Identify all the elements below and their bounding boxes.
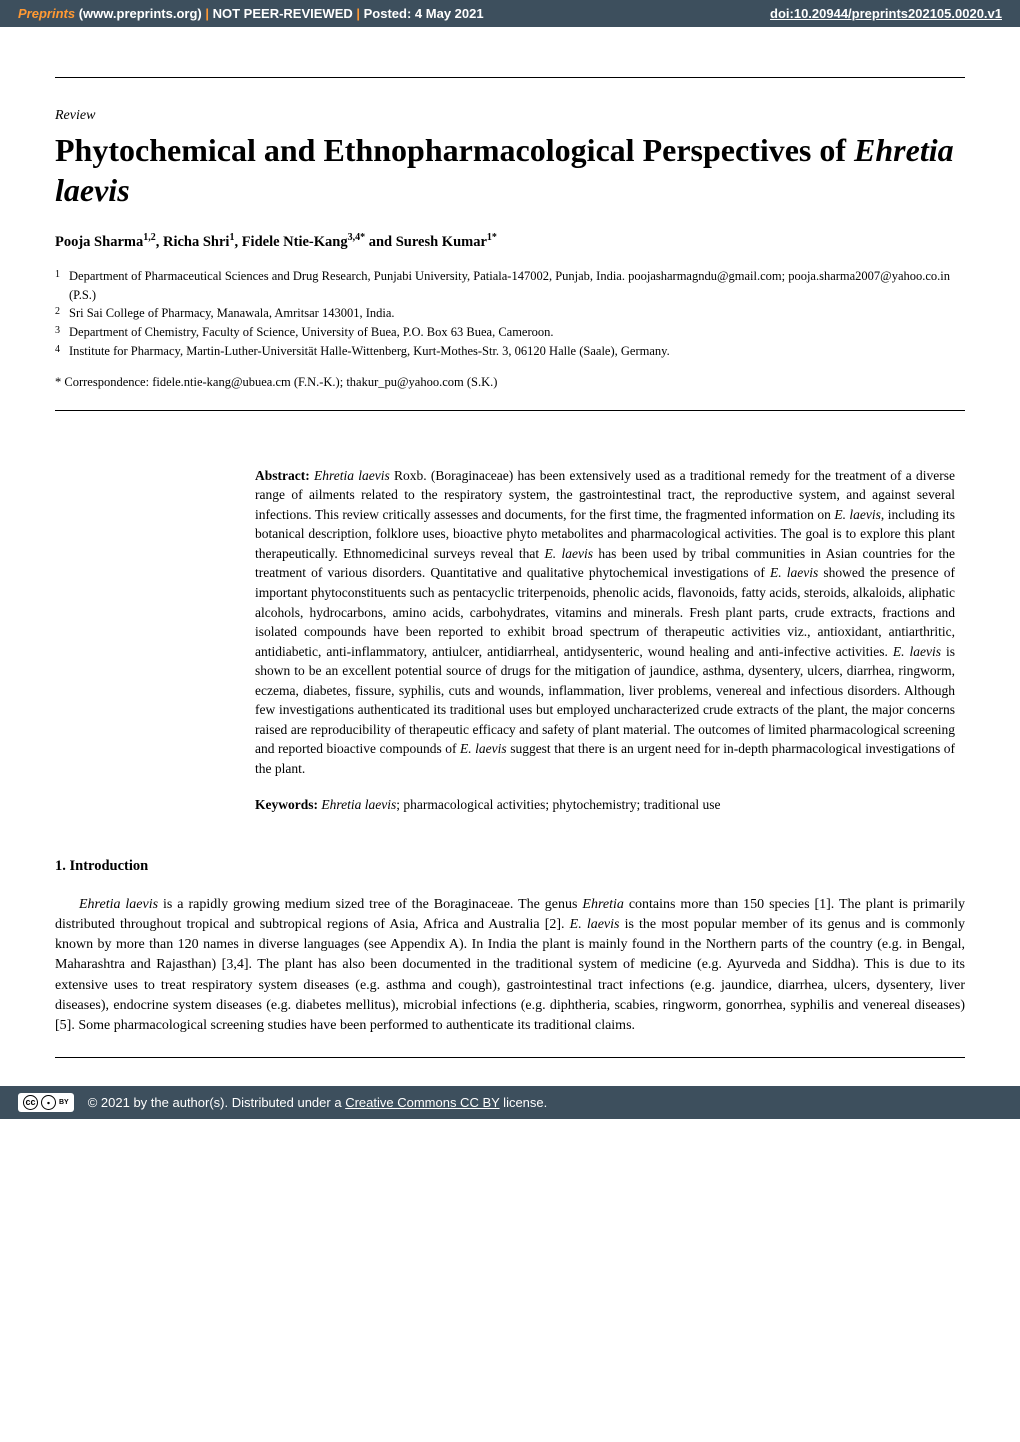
intro-sp2: Ehretia (582, 897, 623, 912)
header-left: Preprints (www.preprints.org) | NOT PEER… (18, 6, 484, 21)
article-title: Phytochemical and Ethnopharmacological P… (55, 130, 965, 210)
affil-text-3: Department of Chemistry, Faculty of Scie… (69, 323, 965, 342)
affil-text-2: Sri Sai College of Pharmacy, Manawala, A… (69, 304, 965, 323)
site-label: Preprints (18, 6, 75, 21)
affil-text-1: Department of Pharmaceutical Sciences an… (69, 267, 965, 305)
affil-num-2: 2 (55, 304, 69, 323)
by-text: BY (59, 1099, 69, 1106)
keywords-label: Keywords: (255, 797, 321, 812)
abstract-sp6: E. laevis (460, 741, 507, 756)
author-1: Pooja Sharma (55, 234, 143, 250)
footer-suffix: license. (500, 1095, 548, 1110)
keywords: Keywords: Ehretia laevis; pharmacologica… (255, 797, 955, 813)
author-4-pre: and Suresh Kumar (365, 234, 487, 250)
authors-line: Pooja Sharma1,2, Richa Shri1, Fidele Nti… (55, 232, 965, 251)
page-content: Review Phytochemical and Ethnopharmacolo… (0, 27, 1020, 1058)
peer-review-status: NOT PEER-REVIEWED (213, 6, 353, 21)
author-3-pre: , Fidele Ntie-Kang (234, 234, 347, 250)
abstract-sp5: E. laevis (893, 644, 941, 659)
abstract: Abstract: Ehretia laevis Roxb. (Boragina… (255, 466, 955, 779)
intro-sp1: Ehretia laevis (79, 897, 158, 912)
intro-t1: is a rapidly growing medium sized tree o… (158, 897, 582, 912)
abstract-t5: is shown to be an excellent potential so… (255, 644, 955, 757)
affiliation-4: 4 Institute for Pharmacy, Martin-Luther-… (55, 342, 965, 361)
author-4-affil: 1* (487, 232, 497, 243)
posted-date: Posted: 4 May 2021 (364, 6, 484, 21)
affil-num-4: 4 (55, 342, 69, 361)
header-sep-2: | (356, 6, 360, 21)
affiliation-2: 2 Sri Sai College of Pharmacy, Manawala,… (55, 304, 965, 323)
correspondence: * Correspondence: fidele.ntie-kang@ubuea… (55, 375, 965, 390)
abstract-sp1: Ehretia laevis (314, 468, 390, 483)
keywords-species: Ehretia laevis (321, 797, 396, 812)
abstract-sp4: E. laevis (770, 565, 818, 580)
intro-sp3: E. laevis (570, 917, 620, 932)
title-text: Phytochemical and Ethnopharmacological P… (55, 132, 854, 168)
by-icon: 🞄 (41, 1095, 56, 1110)
footer-bar: cc 🞄 BY © 2021 by the author(s). Distrib… (0, 1086, 1020, 1119)
intro-paragraph: Ehretia laevis is a rapidly growing medi… (55, 895, 965, 1037)
bottom-rule (55, 1057, 965, 1058)
author-2-pre: , Richa Shri (156, 234, 230, 250)
affil-text-4: Institute for Pharmacy, Martin-Luther-Un… (69, 342, 965, 361)
footer-copyright: © 2021 by the author(s). Distributed und… (88, 1095, 345, 1110)
cc-by-badge-icon: cc 🞄 BY (18, 1093, 74, 1112)
top-rule (55, 77, 965, 78)
affil-num-1: 1 (55, 267, 69, 305)
mid-rule (55, 410, 965, 411)
doi-link[interactable]: doi:10.20944/preprints202105.0020.v1 (770, 6, 1002, 21)
abstract-sp2: E. laevis (834, 507, 881, 522)
abstract-sp3: E. laevis (545, 546, 593, 561)
site-url: (www.preprints.org) (79, 6, 202, 21)
section-1-heading: 1. Introduction (55, 858, 965, 875)
cc-icon: cc (23, 1095, 38, 1110)
author-3-affil: 3,4* (348, 232, 366, 243)
intro-t3: is the most popular member of its genus … (55, 917, 965, 1033)
header-sep-1: | (205, 6, 209, 21)
abstract-label: Abstract: (255, 468, 314, 483)
author-1-affil: 1,2 (143, 232, 156, 243)
cc-license-link[interactable]: Creative Commons CC BY (345, 1095, 499, 1110)
preprint-header-bar: Preprints (www.preprints.org) | NOT PEER… (0, 0, 1020, 27)
affiliations-block: 1 Department of Pharmaceutical Sciences … (55, 267, 965, 361)
affiliation-1: 1 Department of Pharmaceutical Sciences … (55, 267, 965, 305)
footer-text: © 2021 by the author(s). Distributed und… (88, 1095, 548, 1110)
affil-num-3: 3 (55, 323, 69, 342)
article-type: Review (55, 108, 965, 124)
keywords-text: ; pharmacological activities; phytochemi… (396, 797, 720, 812)
affiliation-3: 3 Department of Chemistry, Faculty of Sc… (55, 323, 965, 342)
